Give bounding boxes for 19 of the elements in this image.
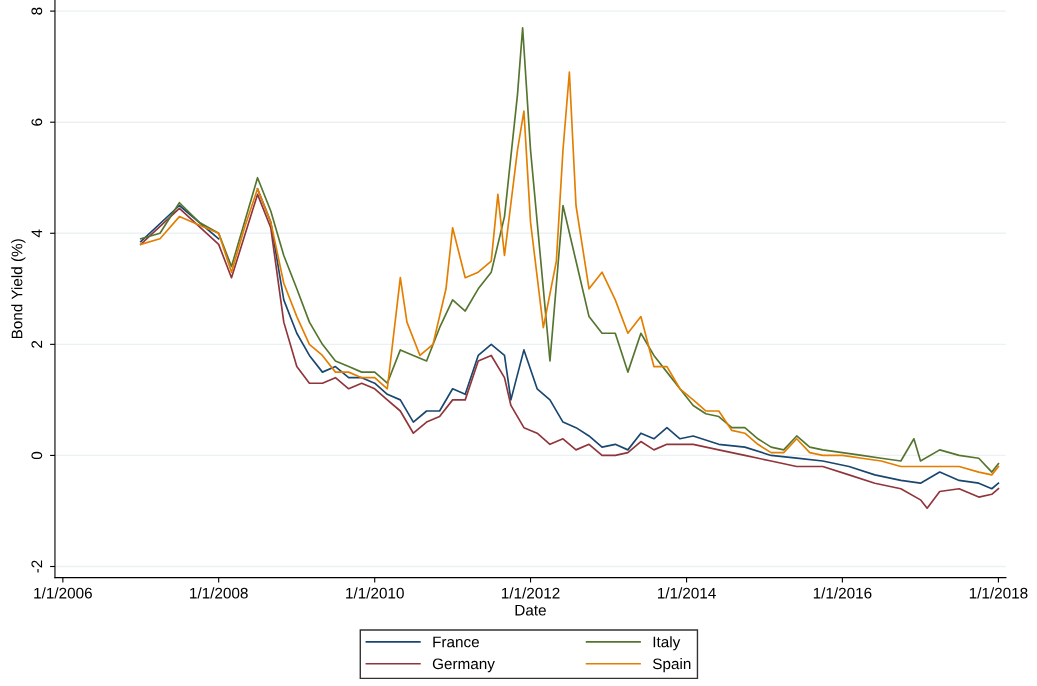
x-tick-label: 1/1/2006 [34,587,92,599]
legend-label: Germany [432,658,495,673]
x-tick-label: 1/1/2018 [969,587,1028,599]
legend-label: France [433,636,479,648]
x-tick-label: 1/1/2014 [658,587,716,599]
y-tick-label: 2 [31,340,43,348]
x-tick-label: 1/1/2008 [190,587,248,599]
y-tick-label: 0 [31,451,43,460]
y-tick-label: 4 [31,229,43,238]
x-axis-title: Date [515,604,546,616]
legend-label: Spain [652,658,691,673]
y-tick-label: 6 [31,118,43,126]
y-tick-label: 8 [31,7,43,15]
y-tick-label: -2 [31,560,43,573]
y-axis-title: Bond Yield (%) [11,239,26,339]
x-tick-label: 1/1/2016 [813,587,872,599]
legend-label: Italy [653,636,681,651]
x-tick-label: 1/1/2012 [501,587,560,599]
x-tick-label: 1/1/2010 [346,587,404,599]
